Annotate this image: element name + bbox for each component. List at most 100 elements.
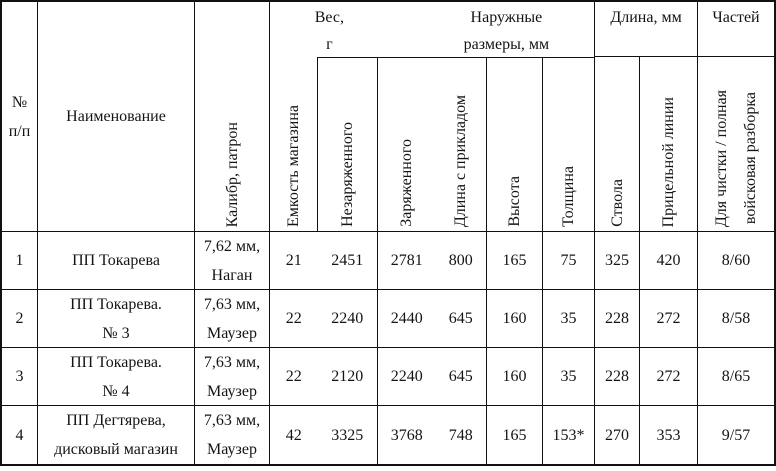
row-4-sight-line-value: 353 (656, 426, 681, 444)
row-4-thickness: 153* (543, 406, 595, 464)
row-2-barrel: 228 (595, 290, 640, 348)
row-2-num: 2 (2, 290, 38, 348)
header-unloaded-cell: Незаряженного (318, 57, 378, 232)
header-loaded-sub: Заряженного (378, 58, 435, 231)
header-length-with-stock-label: Длина с прикладом (452, 94, 470, 227)
row-2-magazine-value: 22 (285, 310, 302, 327)
row-1-sight-line-value: 420 (656, 252, 681, 269)
row-4-height-value: 165 (502, 426, 527, 444)
row-1-barrel: 325 (595, 232, 640, 290)
row-2-unloaded: 2240 (318, 290, 377, 347)
row-2-parts-value: 8/58 (721, 310, 751, 327)
header-magazine-label: Емкость магазина (285, 105, 302, 227)
row-3-magazine-unloaded: 22 2120 (270, 348, 378, 406)
row-3-thickness: 35 (543, 348, 595, 406)
row-2-magazine-unloaded: 22 2240 (270, 290, 378, 348)
row-3-sight-line: 272 (640, 348, 698, 406)
row-4-caliber-value: 7,63 мм, Маузер (203, 412, 261, 458)
row-4-barrel: 270 (595, 406, 640, 464)
row-3-num: 3 (2, 348, 38, 406)
row-3-unloaded-value: 2120 (331, 368, 364, 385)
row-1-loaded: 2781 (378, 232, 435, 289)
header-height-cell: Высота (487, 57, 543, 232)
row-2-length-with-stock-value: 645 (448, 310, 473, 327)
row-1-num-value: 1 (15, 252, 24, 269)
header-name-cell: Наименование (38, 2, 195, 232)
row-1-magazine-value: 21 (285, 252, 302, 269)
row-4-loaded: 3768 (378, 406, 435, 464)
row-4-num: 4 (2, 406, 38, 464)
row-3-thickness-value: 35 (560, 368, 577, 385)
header-outer-dims-group-label: Наружные размеры, мм (463, 9, 550, 53)
row-3-parts-value: 8/65 (721, 368, 751, 385)
row-2-thickness: 35 (543, 290, 595, 348)
row-3-height-value: 160 (502, 368, 527, 385)
row-3-length-with-stock: 645 (435, 348, 486, 405)
row-1-name: ПП Токарева (38, 232, 195, 290)
row-2-sight-line: 272 (640, 290, 698, 348)
row-4-magazine-value: 42 (285, 426, 302, 444)
row-4-barrel-value: 270 (605, 426, 629, 444)
row-1-height-value: 165 (502, 252, 527, 269)
row-1-loaded-value: 2781 (390, 252, 423, 269)
row-2-caliber-value: 7,63 мм, Маузер (203, 295, 261, 342)
header-caliber-cell: Калибр, патрон (195, 2, 270, 232)
row-2-caliber: 7,63 мм, Маузер (195, 290, 270, 348)
row-3-sight-line-value: 272 (656, 368, 681, 385)
header-barrel-cell: Ствола (595, 57, 640, 232)
row-1-name-value: ПП Токарева (72, 252, 160, 269)
row-2-name-value: ПП Токарева. № 3 (70, 295, 162, 342)
row-2-magazine: 22 (270, 290, 318, 347)
row-2-height: 160 (487, 290, 543, 348)
row-1-magazine: 21 (270, 232, 318, 289)
header-unloaded-label: Незаряженного (339, 122, 356, 227)
header-caliber-label: Калибр, патрон (223, 121, 241, 227)
row-1-height: 165 (487, 232, 543, 290)
row-1-parts: 8/60 (698, 232, 774, 290)
row-1-barrel-value: 325 (605, 252, 629, 269)
row-4-caliber: 7,63 мм, Маузер (195, 406, 270, 464)
row-1-loaded-lengthstock: 2781 800 (378, 232, 487, 290)
header-num-cell: № п/п (2, 2, 38, 232)
header-name-label: Наименование (66, 108, 166, 125)
row-3-caliber: 7,63 мм, Маузер (195, 348, 270, 406)
row-2-loaded-lengthstock: 2440 645 (378, 290, 487, 348)
row-4-loaded-value: 3768 (390, 426, 423, 444)
row-4-unloaded-value: 3325 (331, 426, 364, 444)
row-4-name-value: ПП Дегтярева, дисковый магазин (54, 412, 178, 458)
row-2-sight-line-value: 272 (656, 310, 681, 327)
row-3-name-value: ПП Токарева. № 4 (70, 353, 162, 400)
row-1-unloaded-value: 2451 (331, 252, 364, 269)
header-weight-dims-band: Вес, г Наружные размеры, мм (270, 2, 595, 57)
row-3-magazine: 22 (270, 348, 318, 405)
header-magazine-cell: Емкость магазина (270, 57, 318, 232)
row-4-length-with-stock-value: 748 (448, 426, 473, 444)
row-4-num-value: 4 (15, 426, 24, 444)
header-thickness-cell: Толщина (543, 57, 595, 232)
row-2-loaded: 2440 (378, 290, 435, 347)
row-1-length-with-stock: 800 (435, 232, 486, 289)
row-1-caliber: 7,62 мм, Наган (195, 232, 270, 290)
row-2-thickness-value: 35 (560, 310, 577, 327)
header-thickness-label: Толщина (560, 166, 577, 227)
row-4-thickness-value: 153* (552, 426, 585, 444)
row-4-magazine-unloaded: 42 3325 (270, 406, 378, 464)
header-length-group-cell: Длина, мм (595, 2, 698, 57)
row-1-parts-value: 8/60 (721, 252, 751, 269)
header-parts-detail-label: Для чистки / полная войсковая разборка (713, 89, 759, 227)
row-4-name: ПП Дегтярева, дисковый магазин (38, 406, 195, 464)
row-3-length-with-stock-value: 645 (448, 368, 473, 385)
row-1-magazine-unloaded: 21 2451 (270, 232, 378, 290)
row-3-num-value: 3 (15, 368, 24, 385)
row-3-magazine-value: 22 (285, 368, 302, 385)
header-num-label: № п/п (8, 93, 31, 140)
row-3-loaded-value: 2240 (390, 368, 423, 385)
header-sight-line-cell: Прицельной линии (640, 57, 698, 232)
header-length-with-stock-sub: Длина с прикладом (435, 58, 486, 231)
row-1-thickness-value: 75 (560, 252, 577, 269)
row-3-loaded: 2240 (378, 348, 435, 405)
row-3-caliber-value: 7,63 мм, Маузер (203, 353, 261, 400)
row-1-length-with-stock-value: 800 (448, 252, 473, 269)
row-1-unloaded: 2451 (318, 232, 377, 289)
